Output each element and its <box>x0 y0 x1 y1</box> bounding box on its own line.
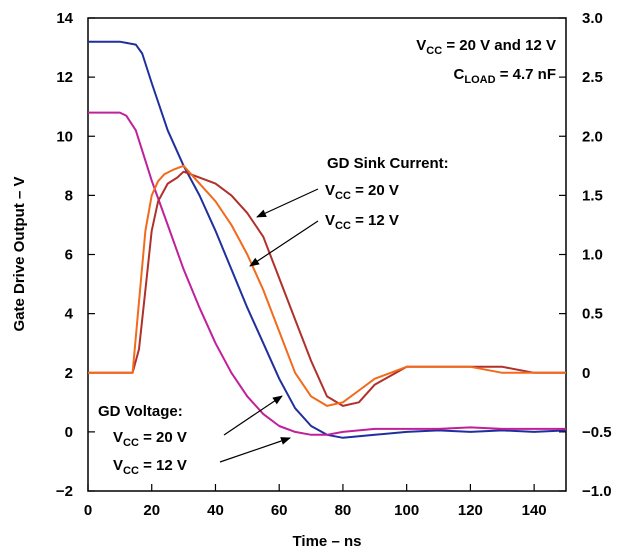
y-right-tick-label: 1.5 <box>582 187 603 204</box>
y-axis-title: Gate Drive Output – V <box>11 176 28 331</box>
y-axis-right: −1.0 −0.5 0 0.5 1.0 1.5 2.0 2.5 3.0 <box>559 10 612 500</box>
y-left-tick-label: 10 <box>56 128 73 145</box>
y-left-tick-label: 6 <box>65 247 73 264</box>
y-left-tick-label: 4 <box>65 306 74 323</box>
condition-cload: CLOAD = 4.7 nF <box>454 66 556 86</box>
plot-frame <box>87 17 567 492</box>
y-right-tick-label: 2.5 <box>582 69 603 86</box>
y-left-tick-label: 0 <box>65 424 73 441</box>
series-line-4 <box>88 164 566 407</box>
series-layer <box>88 40 567 439</box>
x-tick-label: 20 <box>143 502 160 519</box>
sink-current-vcc20: VCC = 20 V <box>325 182 399 202</box>
sink-current-title: GD Sink Current: <box>327 155 449 172</box>
y-left-tick-label: 12 <box>56 69 73 86</box>
y-right-tick-label: 0 <box>582 365 590 382</box>
y-left-tick-label: 2 <box>65 365 73 382</box>
arrow-volt-vcc12 <box>219 437 291 463</box>
y-right-tick-label: 3.0 <box>582 10 603 27</box>
y-left-tick-label: 14 <box>56 10 73 27</box>
arrow-sink-vcc20 <box>256 188 319 218</box>
x-tick-label: 120 <box>458 502 483 519</box>
x-tick-label: 100 <box>394 502 419 519</box>
y-right-tick-label: 1.0 <box>582 247 603 264</box>
x-axis: 0 20 40 60 80 100 120 140 <box>84 484 547 519</box>
condition-vcc: VCC = 20 V and 12 V <box>416 37 556 57</box>
sink-current-vcc12: VCC = 12 V <box>325 212 399 232</box>
y-right-tick-label: 0.5 <box>582 306 603 323</box>
x-tick-label: 60 <box>271 502 288 519</box>
x-tick-label: 140 <box>522 502 547 519</box>
x-tick-label: 40 <box>207 502 224 519</box>
x-tick-label: 0 <box>84 502 92 519</box>
y-left-tick-label: 8 <box>65 187 73 204</box>
y-right-tick-label: −1.0 <box>582 483 612 500</box>
arrow-sink-vcc12 <box>249 220 319 267</box>
y-right-tick-label: 2.0 <box>582 128 603 145</box>
series-line-1 <box>88 40 567 439</box>
y-right-tick-label: −0.5 <box>582 424 612 441</box>
gd-voltage-vcc20: VCC = 20 V <box>113 429 187 449</box>
gd-voltage-title: GD Voltage: <box>98 403 183 420</box>
y-axis-left: −2 0 2 4 6 8 10 12 14 <box>56 10 95 500</box>
arrow-volt-vcc20 <box>223 395 283 436</box>
series-line-2 <box>88 111 566 436</box>
gd-voltage-vcc12: VCC = 12 V <box>113 457 187 477</box>
x-axis-title: Time – ns <box>293 533 362 550</box>
x-tick-label: 80 <box>335 502 352 519</box>
y-left-tick-label: −2 <box>56 483 73 500</box>
